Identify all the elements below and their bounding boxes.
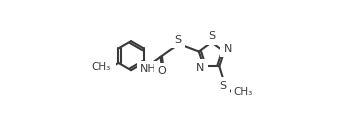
- Text: CH₃: CH₃: [91, 62, 111, 72]
- Text: S: S: [174, 35, 181, 45]
- Text: S: S: [219, 81, 226, 91]
- Text: N: N: [224, 44, 232, 54]
- Text: NH: NH: [140, 64, 157, 74]
- Text: CH₃: CH₃: [234, 87, 253, 97]
- Text: S: S: [208, 31, 215, 41]
- Text: N: N: [196, 63, 204, 73]
- Text: O: O: [157, 66, 166, 76]
